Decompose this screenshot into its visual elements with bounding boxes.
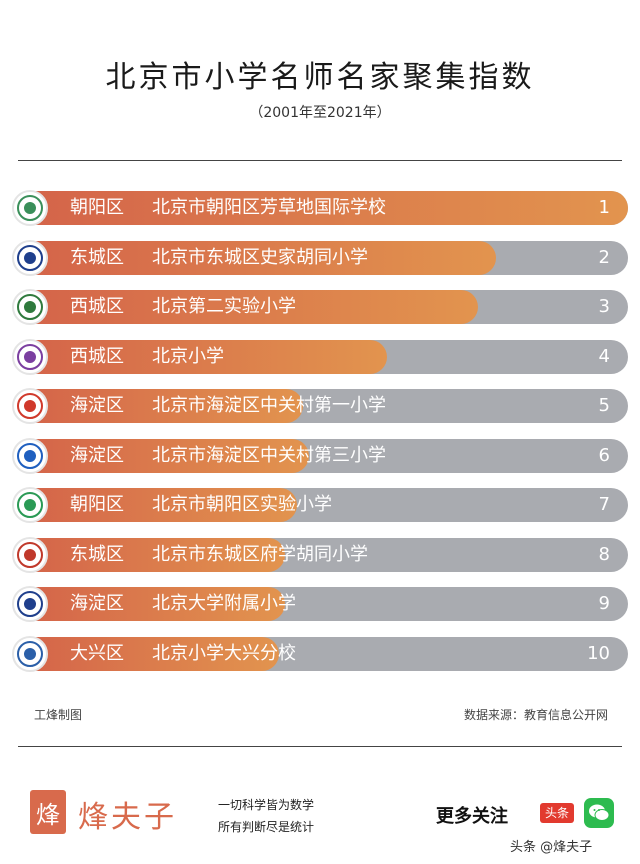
chart-title: 北京市小学名师名家聚集指数	[105, 60, 535, 95]
bar-school-label: 北京小学	[152, 345, 224, 367]
bar-school-label: 北京市东城区史家胡同小学	[152, 246, 368, 268]
bar-rank-label: 5	[598, 395, 610, 416]
school-logo-icon	[12, 437, 48, 474]
school-logo-icon	[12, 635, 48, 672]
bar-rank-label: 2	[598, 246, 610, 268]
bar-fill	[26, 636, 279, 671]
bar-school-label: 北京市朝阳区芳草地国际学校	[152, 197, 386, 218]
bar-row: 西城区 北京第二实验小学 3	[12, 289, 628, 325]
bar-fill	[26, 240, 496, 275]
bar-row: 朝阳区 北京市朝阳区实验小学 7	[12, 487, 628, 523]
watermark: 头条 @烽夫子	[510, 840, 593, 855]
bar-row: 海淀区 北京市海淀区中关村第三小学 6	[12, 437, 628, 474]
bar-fill	[26, 438, 309, 473]
bar-row: 海淀区 北京大学附属小学 9	[12, 586, 628, 622]
school-logo-icon	[12, 239, 48, 276]
slogan-line-2: 所有判断尽是统计	[218, 820, 315, 834]
school-logo-icon	[12, 586, 48, 622]
bar-rank-label: 3	[598, 296, 610, 317]
bar-row: 西城区 北京小学 4	[12, 338, 628, 375]
bar-rank-label: 7	[598, 494, 610, 515]
school-logo-icon	[12, 190, 48, 226]
bar-fill	[26, 587, 285, 621]
bar-district-label: 朝阳区	[70, 197, 124, 218]
bar-district-label: 朝阳区	[70, 494, 124, 515]
bar-district-label: 西城区	[70, 345, 124, 367]
bar-fill	[26, 191, 628, 225]
school-logo-icon	[12, 536, 48, 573]
brand-name: 烽夫子	[78, 800, 177, 835]
bar-school-label: 北京小学大兴分校	[152, 642, 296, 664]
brand-logo-icon: 烽	[30, 790, 66, 834]
bar-district-label: 东城区	[70, 543, 124, 565]
bar-rank-label: 8	[598, 543, 610, 565]
school-logo-icon	[12, 289, 48, 325]
chart-subtitle: （2001年至2021年）	[249, 105, 391, 121]
bar-school-label: 北京市东城区府学胡同小学	[152, 543, 368, 565]
bar-row: 朝阳区 北京市朝阳区芳草地国际学校 1	[12, 190, 628, 226]
bar-district-label: 海淀区	[70, 444, 124, 466]
maker-credit: 工烽制图	[34, 708, 83, 722]
toutiao-icon[interactable]: 头条	[540, 803, 574, 823]
bar-rank-label: 10	[587, 642, 610, 664]
bar-fill	[26, 537, 285, 572]
bar-row: 海淀区 北京市海淀区中关村第一小学 5	[12, 388, 628, 424]
school-logo-icon	[12, 487, 48, 523]
bar-school-label: 北京市海淀区中关村第三小学	[152, 444, 386, 466]
bar-district-label: 海淀区	[70, 395, 124, 416]
school-logo-icon	[12, 338, 48, 375]
bar-school-label: 北京大学附属小学	[152, 593, 296, 614]
bar-district-label: 西城区	[70, 296, 124, 317]
bar-rank-label: 4	[598, 345, 610, 367]
bar-row: 东城区 北京市东城区府学胡同小学 8	[12, 536, 628, 573]
bar-fill	[26, 488, 297, 522]
bar-district-label: 海淀区	[70, 593, 124, 614]
bar-fill	[26, 290, 478, 324]
school-logo-icon	[12, 388, 48, 424]
bar-fill	[26, 389, 303, 423]
bar-school-label: 北京市朝阳区实验小学	[152, 494, 332, 515]
bar-row: 大兴区 北京小学大兴分校 10	[12, 635, 628, 672]
data-source: 数据来源：教育信息公开网	[463, 708, 608, 722]
bar-rank-label: 6	[598, 444, 610, 466]
bar-school-label: 北京第二实验小学	[152, 296, 296, 317]
bar-fill	[26, 339, 388, 374]
bar-district-label: 大兴区	[70, 642, 124, 664]
bar-rank-label: 9	[598, 593, 610, 614]
wechat-icon[interactable]	[584, 798, 614, 828]
bar-row: 东城区 北京市东城区史家胡同小学 2	[12, 239, 628, 276]
bar-rank-label: 1	[598, 197, 610, 218]
follow-label: 更多关注	[436, 806, 508, 827]
bar-school-label: 北京市海淀区中关村第一小学	[152, 395, 386, 416]
top-divider	[18, 160, 622, 161]
slogan-line-1: 一切科学皆为数学	[218, 798, 315, 812]
bottom-divider	[18, 746, 622, 747]
bar-district-label: 东城区	[70, 246, 124, 268]
